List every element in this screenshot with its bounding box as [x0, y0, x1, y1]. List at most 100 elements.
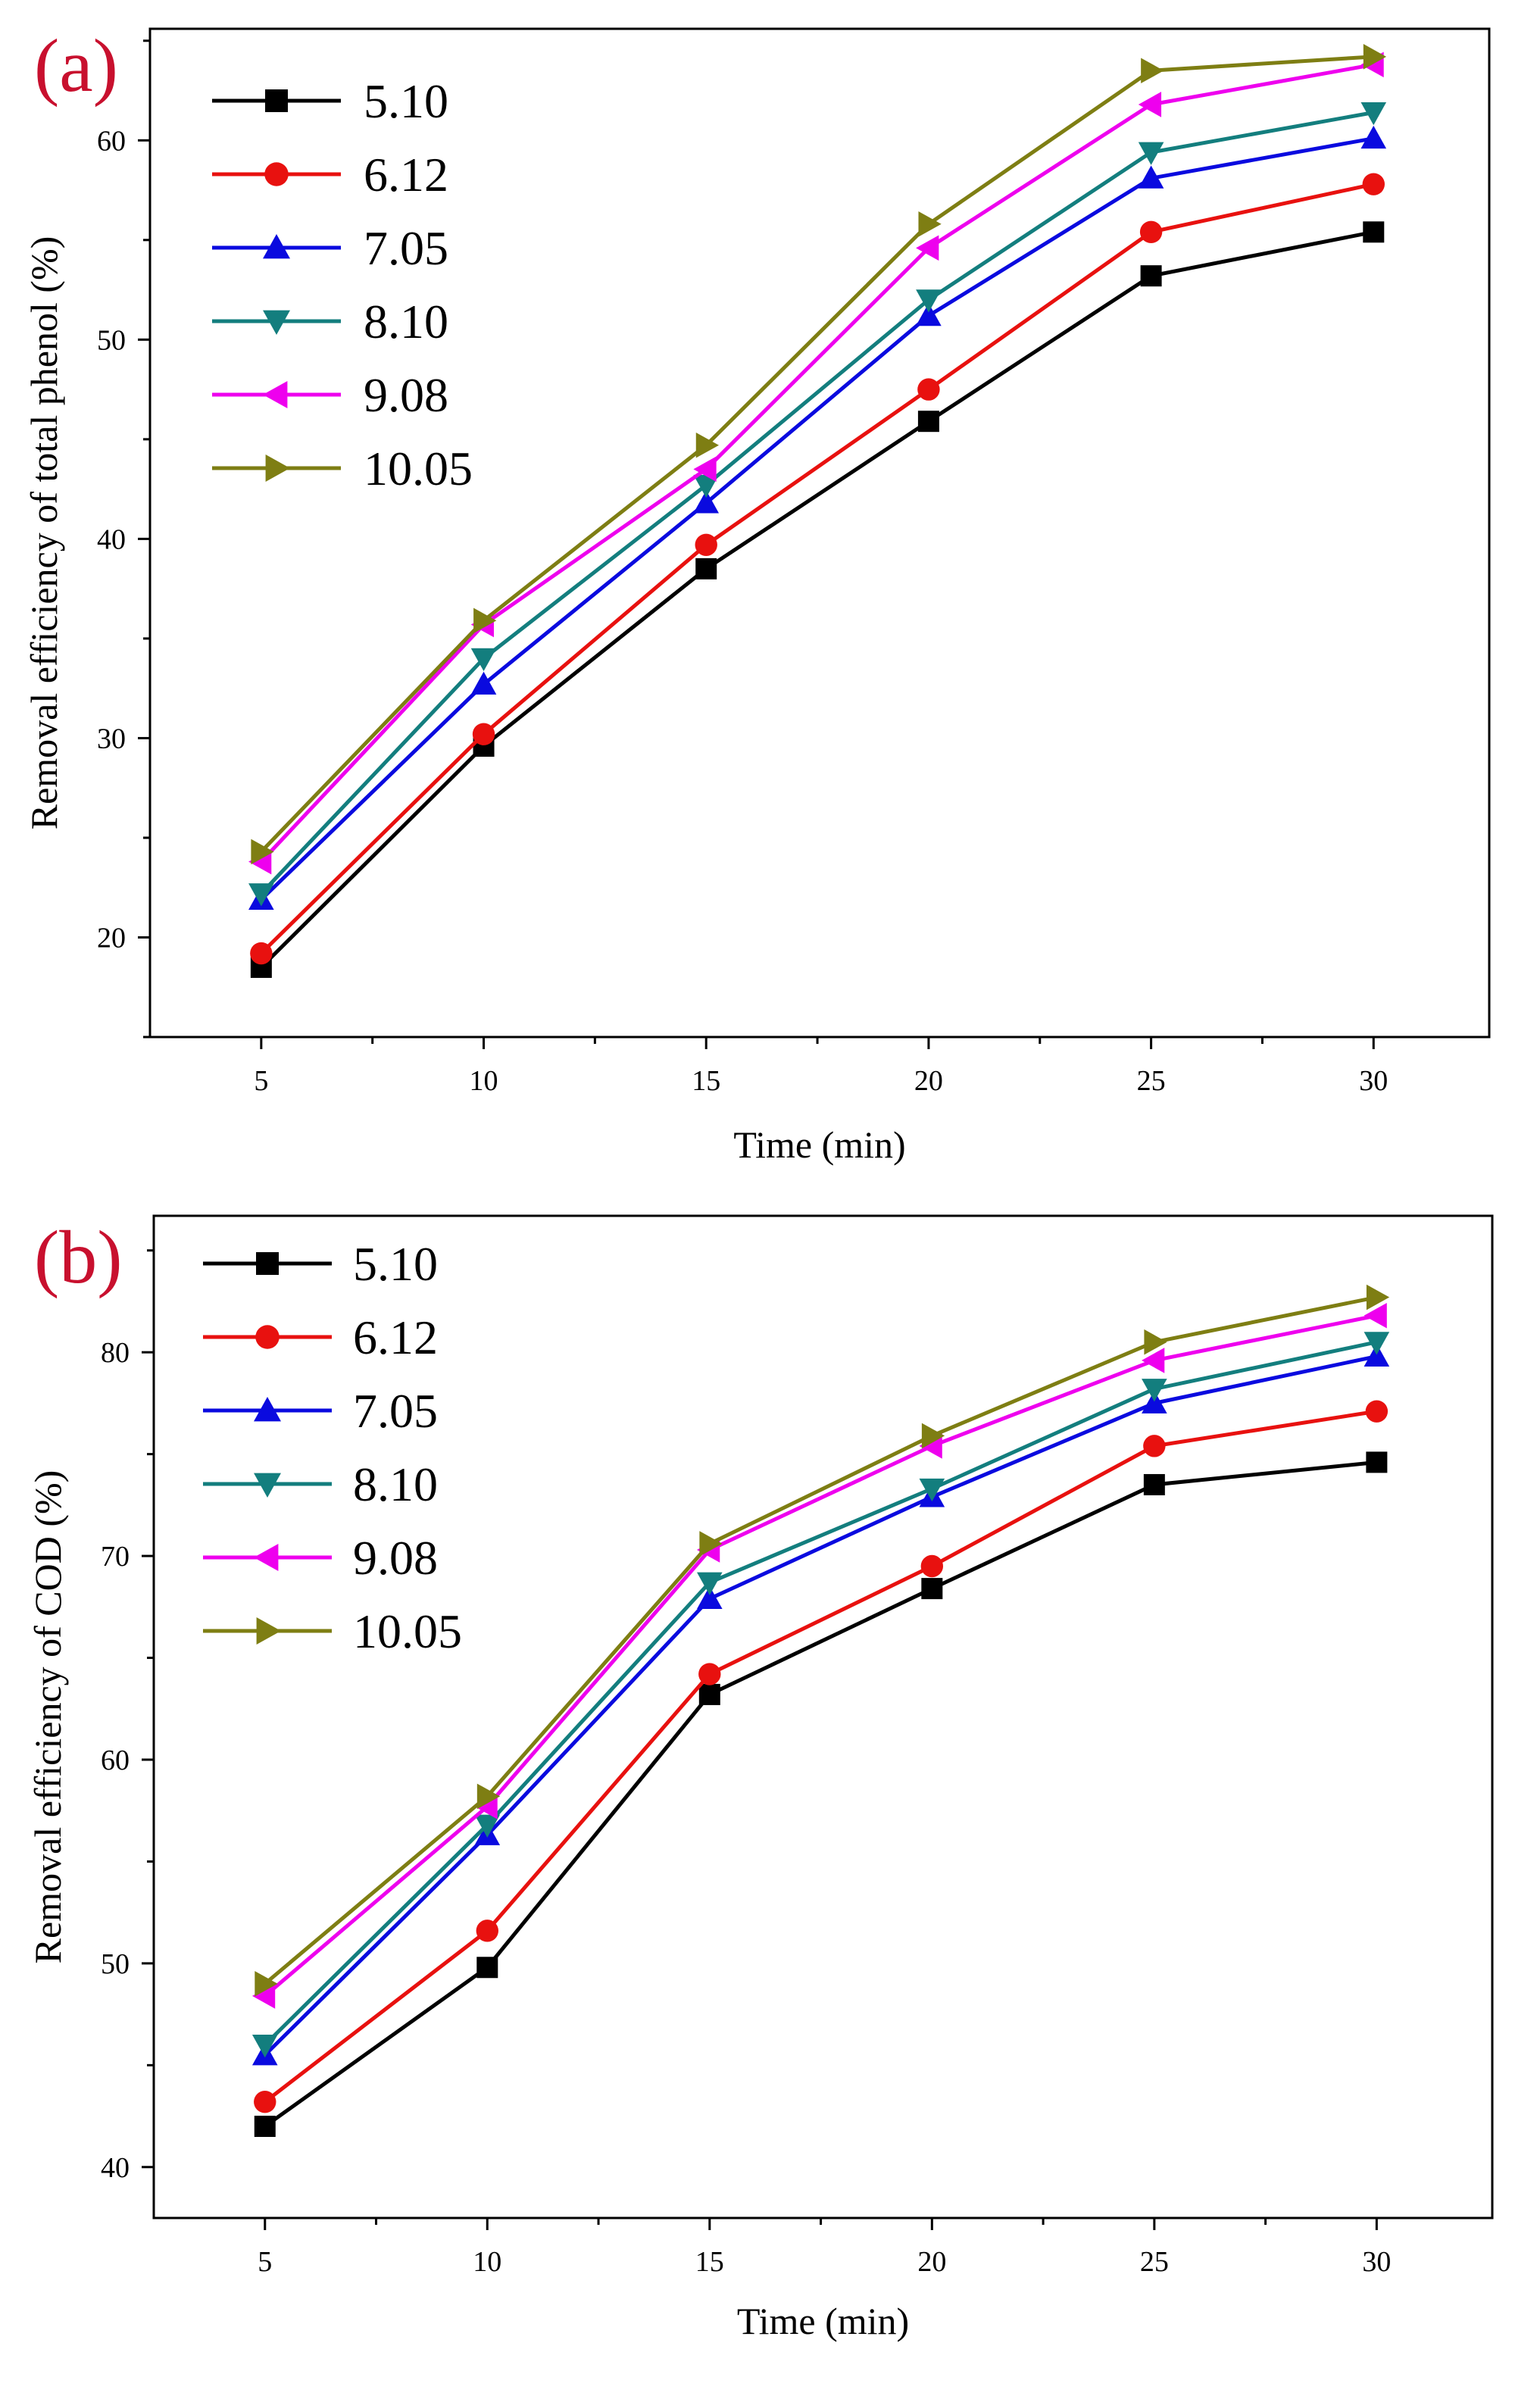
- data-point: [1366, 1451, 1388, 1473]
- legend-marker: [254, 1397, 281, 1422]
- y-tick-label: 70: [101, 1541, 130, 1573]
- data-point: [1143, 1435, 1166, 1457]
- series-line: [260, 55, 1374, 854]
- legend-item: 8.10: [212, 295, 448, 348]
- data-point: [693, 456, 717, 483]
- series-7-05: [251, 1343, 1390, 2066]
- legend-marker: [264, 162, 289, 186]
- x-tick-label: 15: [695, 2246, 724, 2278]
- data-point: [699, 1531, 723, 1557]
- series-7-05: [248, 125, 1387, 910]
- panel-label: (a): [34, 23, 118, 108]
- series-5-10: [254, 1451, 1388, 2137]
- y-tick-label: 40: [97, 523, 126, 555]
- data-point: [473, 608, 497, 634]
- data-point: [251, 839, 274, 865]
- x-tick-label: 20: [914, 1065, 943, 1097]
- data-point: [248, 883, 274, 907]
- data-point: [695, 558, 717, 579]
- data-point: [916, 289, 942, 313]
- x-tick-label: 10: [470, 1065, 498, 1097]
- series-line: [264, 1460, 1377, 2129]
- legend-item: 5.10: [203, 1237, 438, 1291]
- legend-marker: [256, 1252, 279, 1275]
- data-point: [250, 942, 273, 965]
- y-tick-label: 80: [101, 1337, 130, 1369]
- legend-label: 7.05: [364, 221, 448, 275]
- data-point: [921, 1578, 943, 1600]
- legend-item: 9.08: [212, 368, 448, 422]
- series-5-10: [250, 221, 1385, 978]
- data-point: [698, 1663, 721, 1685]
- data-point: [1142, 1390, 1167, 1414]
- data-point: [693, 474, 720, 498]
- data-point: [1142, 1379, 1167, 1402]
- data-point: [251, 1983, 276, 2009]
- data-point: [1363, 44, 1387, 70]
- x-tick-label: 25: [1140, 2246, 1169, 2278]
- legend-item: 10.05: [212, 442, 473, 495]
- data-point: [917, 378, 940, 401]
- data-point: [698, 1683, 720, 1705]
- data-point: [476, 1957, 498, 1979]
- data-point: [917, 411, 939, 433]
- legend-marker: [254, 1473, 281, 1498]
- data-point: [693, 490, 720, 514]
- panel-label: (b): [34, 1215, 123, 1299]
- data-point: [916, 235, 939, 261]
- data-point: [695, 533, 717, 556]
- series-line: [264, 1354, 1377, 2057]
- data-point: [919, 1478, 945, 1502]
- legend-label: 8.10: [364, 295, 448, 348]
- data-point: [1139, 220, 1163, 244]
- y-tick-label: 50: [97, 324, 126, 356]
- series-10-05: [251, 44, 1387, 865]
- y-tick-label: 60: [101, 1745, 130, 1776]
- y-axis-label: Removal efficiency of COD (%): [27, 1470, 69, 1964]
- legend-label: 6.12: [353, 1310, 438, 1364]
- legend-label: 9.08: [364, 368, 448, 422]
- x-tick-label: 25: [1137, 1065, 1166, 1097]
- data-point: [1360, 125, 1387, 149]
- chart-panel-a: 5 10 15 20 25 30 20 30 40 50 60 Time (min) Removal e…: [23, 23, 1491, 1166]
- legend-item: 6.12: [203, 1310, 438, 1364]
- data-point: [1364, 1343, 1390, 1367]
- data-point: [255, 1970, 278, 1997]
- data-point: [1364, 1302, 1387, 1329]
- y-tick-label: 40: [101, 2152, 130, 2184]
- data-point: [920, 1554, 944, 1578]
- legend-item: 6.12: [212, 148, 448, 201]
- legend-marker: [265, 455, 290, 482]
- series-line: [264, 1295, 1377, 1985]
- legend-item: 7.05: [203, 1384, 438, 1438]
- legend-item: 5.10: [212, 74, 448, 128]
- data-point: [251, 2034, 278, 2058]
- data-point: [1366, 1284, 1390, 1310]
- legend-item: 8.10: [203, 1457, 438, 1511]
- data-point: [1360, 102, 1387, 126]
- y-tick-label: 50: [101, 1948, 130, 1980]
- series-line: [264, 1409, 1377, 2104]
- data-point: [1138, 165, 1164, 189]
- data-point: [254, 2091, 276, 2113]
- legend-label: 5.10: [353, 1237, 438, 1291]
- series-8-10: [251, 1332, 1390, 2058]
- data-point: [1141, 58, 1164, 84]
- series-8-10: [248, 102, 1387, 907]
- data-point: [916, 302, 942, 326]
- data-point: [470, 648, 497, 672]
- data-point: [1142, 1348, 1165, 1373]
- legend-label: 5.10: [364, 74, 448, 128]
- legend-marker: [263, 381, 288, 408]
- series-line: [260, 62, 1374, 864]
- x-tick-label: 10: [473, 2246, 501, 2278]
- legend-item: 7.05: [212, 221, 448, 275]
- legend: 5.10 6.12 7.05 8.10 9.08 10.05: [203, 1237, 462, 1658]
- data-point: [1364, 1332, 1390, 1355]
- plot-frame: [152, 1214, 1494, 2220]
- legend-marker: [263, 310, 290, 335]
- data-point: [1365, 1400, 1388, 1423]
- legend-label: 10.05: [353, 1604, 462, 1658]
